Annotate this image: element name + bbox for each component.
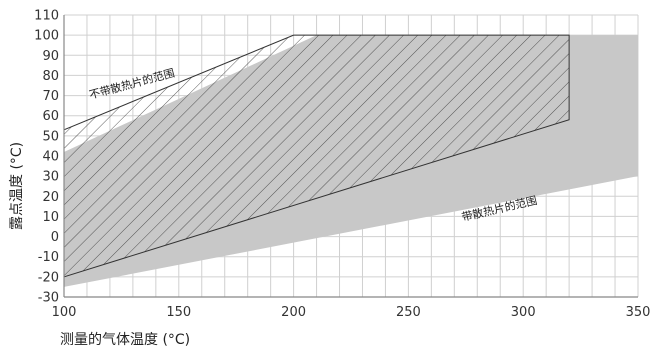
y-tick-label: -10 bbox=[38, 250, 59, 265]
y-tick-label: 100 bbox=[34, 29, 59, 44]
y-tick-label: 60 bbox=[42, 109, 59, 124]
x-tick-label: 150 bbox=[166, 305, 191, 320]
y-tick-label: 0 bbox=[51, 230, 59, 245]
x-tick-label: 250 bbox=[396, 305, 421, 320]
region-without-heatsink bbox=[64, 34, 570, 278]
y-tick-label: 90 bbox=[42, 49, 59, 64]
y-tick-label: 40 bbox=[42, 150, 59, 165]
x-axis-title: 测量的气体温度 (°C) bbox=[60, 332, 190, 348]
y-tick-label: 30 bbox=[42, 170, 59, 185]
x-tick-label: 100 bbox=[52, 305, 77, 320]
y-axis-title: 露点温度 (°C) bbox=[9, 142, 25, 230]
regions bbox=[64, 34, 638, 287]
tick-labels: 100 150 200 250 300 3501101009080706050403020… bbox=[34, 9, 650, 321]
y-tick-label: 70 bbox=[42, 89, 59, 104]
x-tick-label: 300 bbox=[511, 305, 536, 320]
y-tick-label: 20 bbox=[42, 190, 59, 205]
y-tick-label: 110 bbox=[34, 9, 59, 24]
y-tick-label: -30 bbox=[38, 291, 59, 306]
y-tick-label: 50 bbox=[42, 129, 59, 144]
x-tick-label: 350 bbox=[626, 305, 651, 320]
y-tick-label: 80 bbox=[42, 69, 59, 84]
y-tick-label: -20 bbox=[38, 270, 59, 285]
x-tick-label: 200 bbox=[281, 305, 306, 320]
y-tick-label: 10 bbox=[42, 210, 59, 225]
axes bbox=[63, 15, 638, 298]
